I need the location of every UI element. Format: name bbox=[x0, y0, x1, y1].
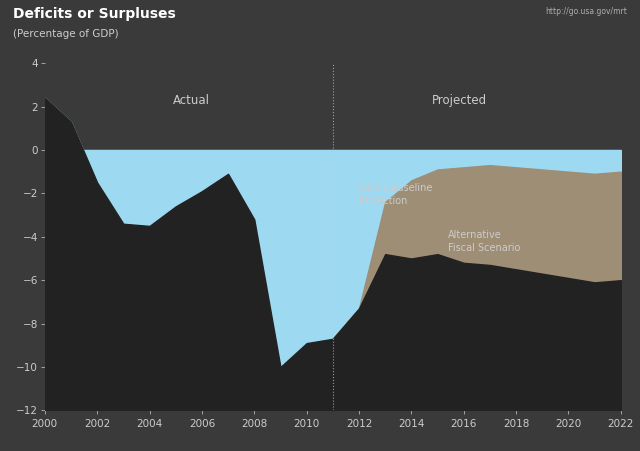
Text: Alternative
Fiscal Scenario: Alternative Fiscal Scenario bbox=[448, 230, 520, 253]
Text: http://go.usa.gov/mrt: http://go.usa.gov/mrt bbox=[545, 7, 627, 16]
Text: Deficits or Surpluses: Deficits or Surpluses bbox=[13, 7, 175, 21]
Text: Projected: Projected bbox=[432, 94, 487, 107]
Text: Actual: Actual bbox=[173, 94, 210, 107]
Text: (Percentage of GDP): (Percentage of GDP) bbox=[13, 29, 118, 39]
Text: CBO's Baseline
Projection: CBO's Baseline Projection bbox=[359, 183, 432, 206]
